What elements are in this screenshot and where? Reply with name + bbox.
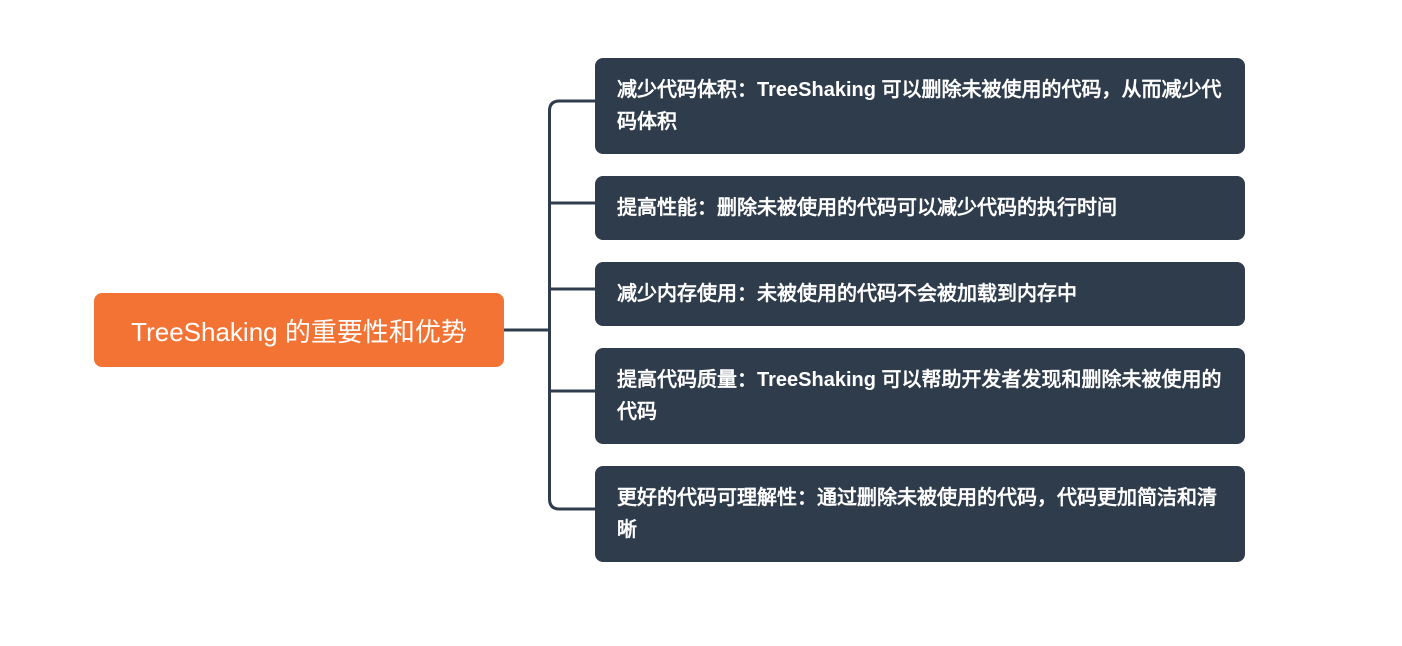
child-label-3: 提高代码质量：TreeShaking 可以帮助开发者发现和删除未被使用的代码 <box>617 369 1222 423</box>
child-node-3: 提高代码质量：TreeShaking 可以帮助开发者发现和删除未被使用的代码 <box>595 348 1245 444</box>
root-label: TreeShaking 的重要性和优势 <box>131 312 467 349</box>
child-node-1: 提高性能：删除未被使用的代码可以减少代码的执行时间 <box>595 176 1245 240</box>
root-node: TreeShaking 的重要性和优势 <box>94 293 504 367</box>
mindmap-container: TreeShaking 的重要性和优势 减少代码体积：TreeShaking 可… <box>0 0 1402 646</box>
child-node-2: 减少内存使用：未被使用的代码不会被加载到内存中 <box>595 262 1245 326</box>
child-node-4: 更好的代码可理解性：通过删除未被使用的代码，代码更加简洁和清晰 <box>595 466 1245 562</box>
child-label-1: 提高性能：删除未被使用的代码可以减少代码的执行时间 <box>617 197 1117 219</box>
child-label-0: 减少代码体积：TreeShaking 可以删除未被使用的代码，从而减少代码体积 <box>617 79 1222 133</box>
child-label-4: 更好的代码可理解性：通过删除未被使用的代码，代码更加简洁和清晰 <box>617 487 1217 541</box>
child-node-0: 减少代码体积：TreeShaking 可以删除未被使用的代码，从而减少代码体积 <box>595 58 1245 154</box>
child-label-2: 减少内存使用：未被使用的代码不会被加载到内存中 <box>617 283 1077 305</box>
